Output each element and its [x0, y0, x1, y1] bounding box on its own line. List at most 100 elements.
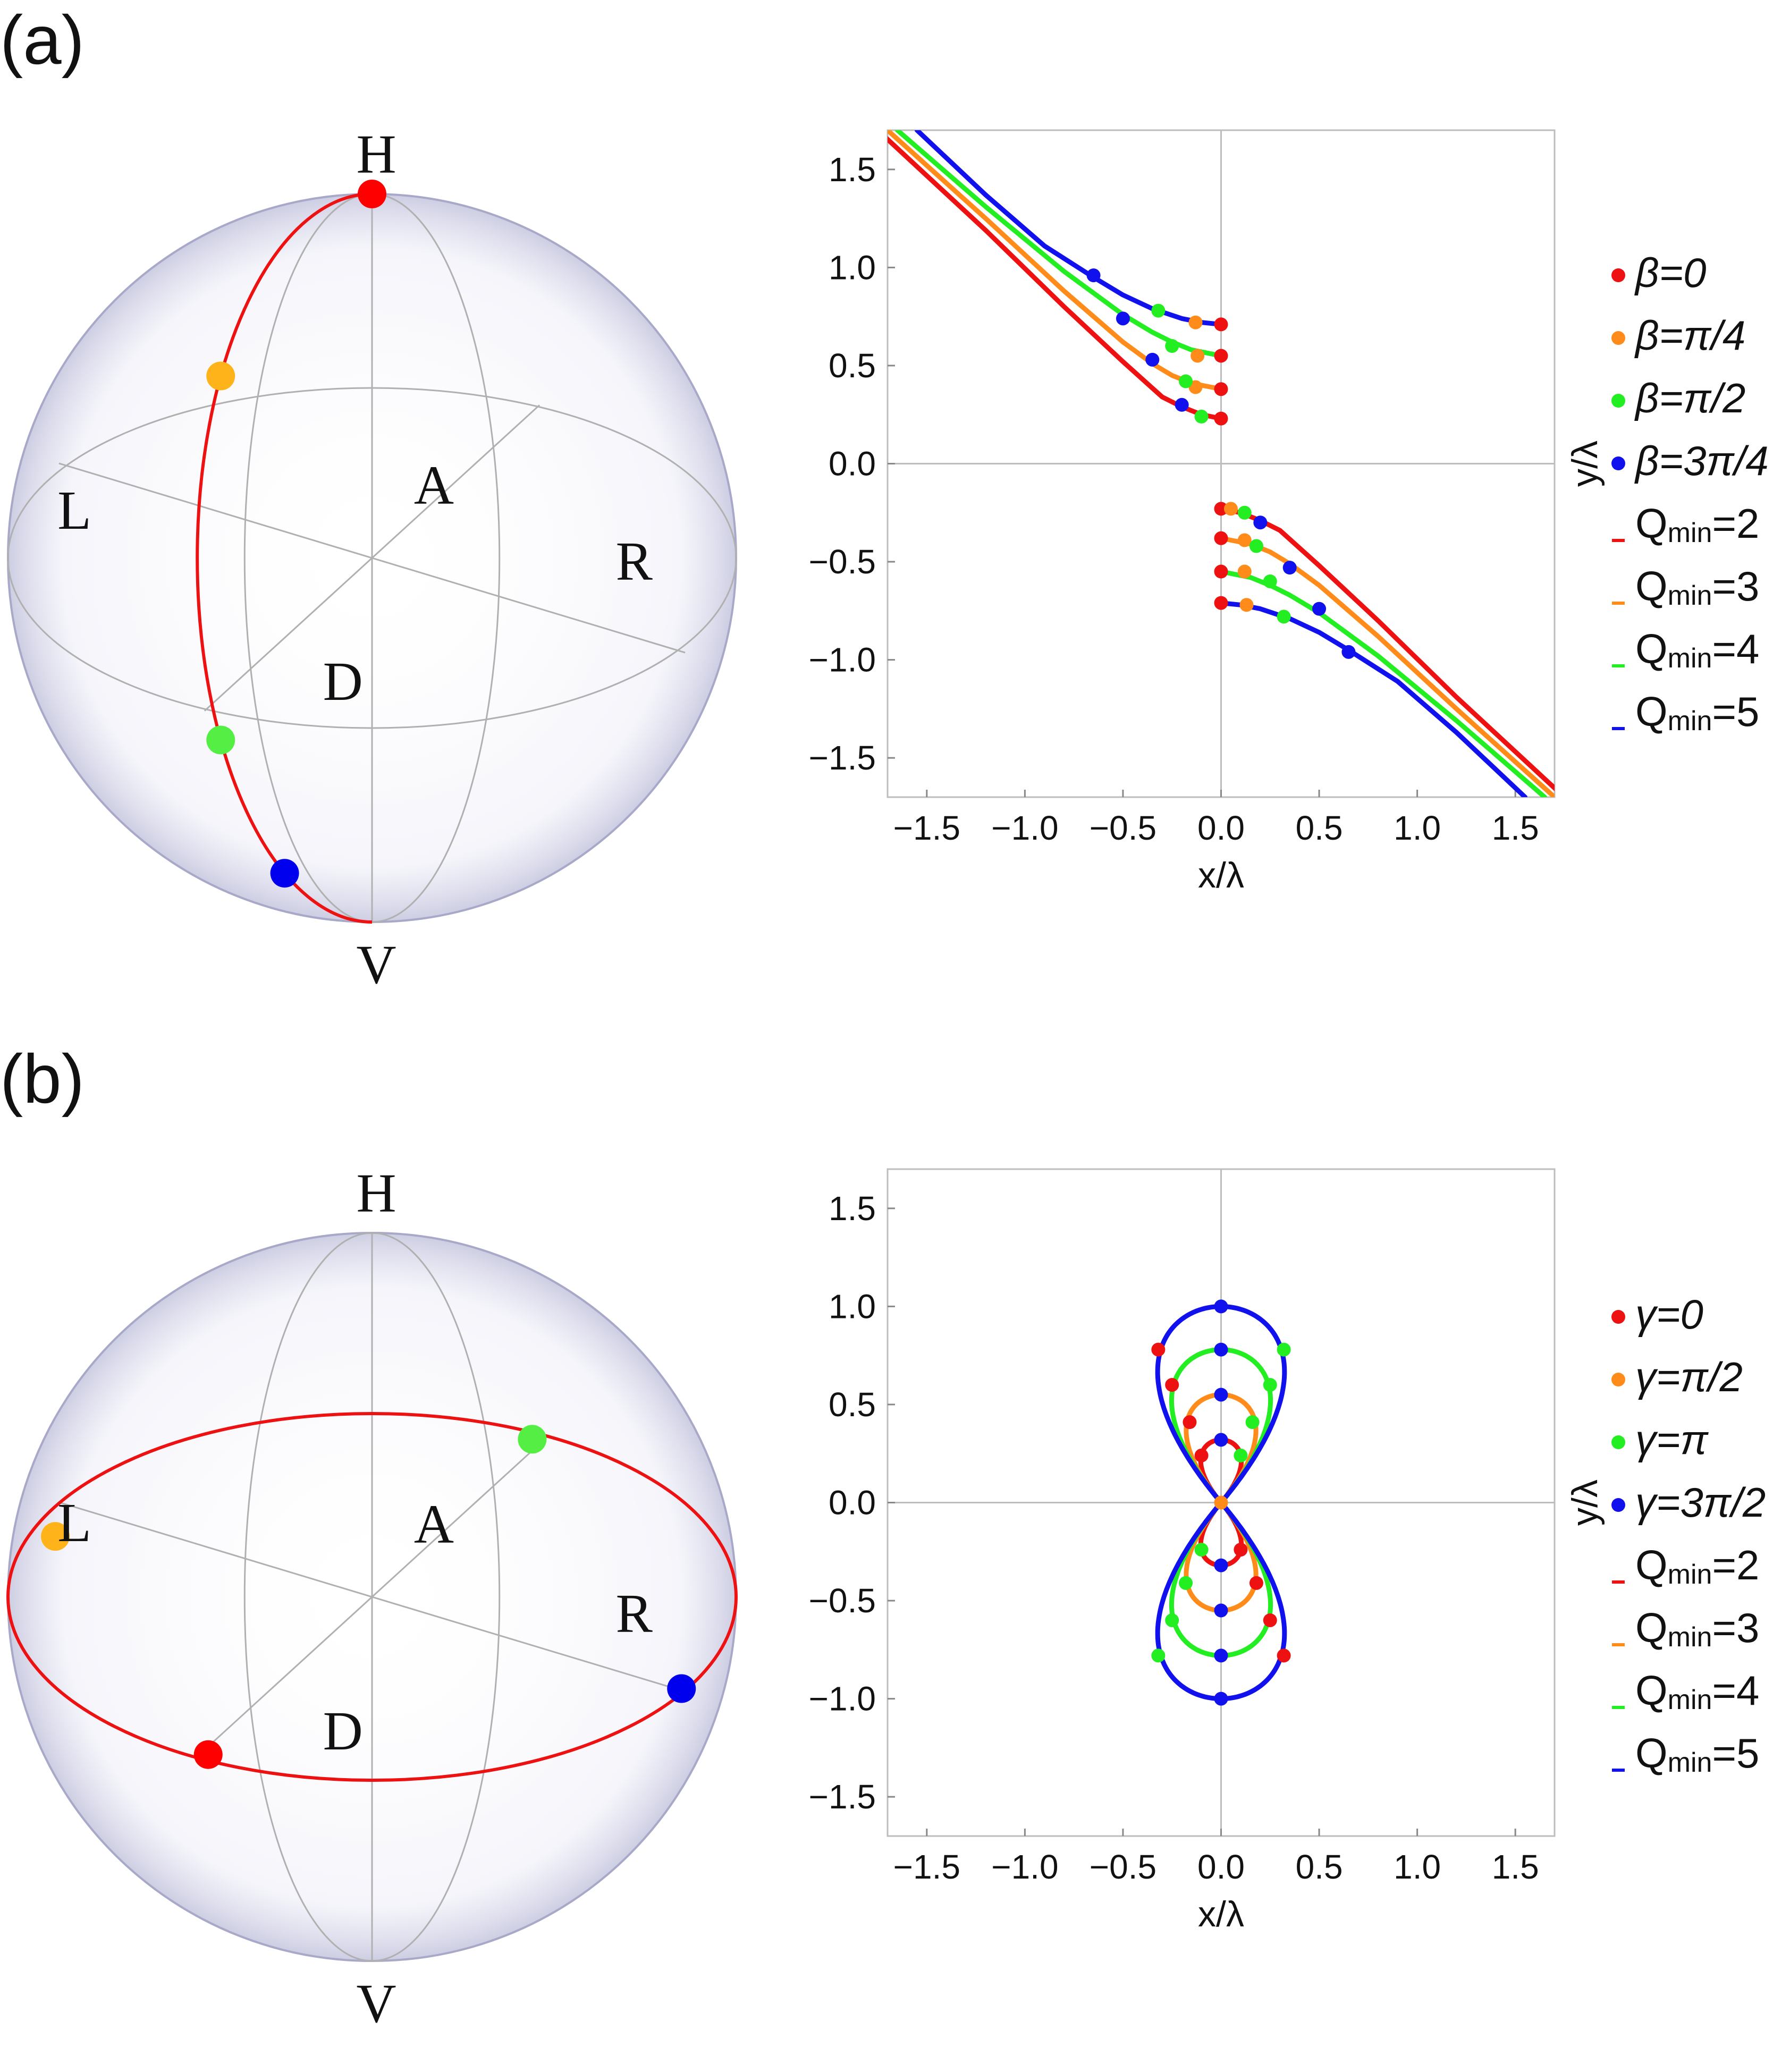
y-tick-label: −0.5	[809, 543, 876, 581]
legend-label: β=0	[1634, 249, 1707, 296]
plot-area	[888, 130, 1555, 797]
state-point	[206, 361, 235, 391]
legend-label: Qmin=2	[1635, 1542, 1759, 1590]
sphere-label-l: L	[57, 480, 91, 541]
data-point	[1277, 1342, 1291, 1357]
legend-label: β=π/2	[1634, 375, 1745, 421]
sphere-axis-ad	[204, 1443, 541, 1750]
data-point	[1179, 1576, 1193, 1590]
data-point	[1214, 1558, 1228, 1572]
legend-item: β=π/4	[1611, 312, 1745, 359]
x-tick-label: 0.5	[1296, 809, 1343, 847]
legend-item: Qmin=4	[1612, 1667, 1759, 1715]
state-point	[667, 1674, 696, 1703]
lobe-curve	[1155, 1304, 1223, 1505]
data-point	[1253, 515, 1268, 530]
bloch-sphere-b: H V L R A D	[6, 1163, 738, 2034]
data-point	[1190, 349, 1205, 363]
data-point	[1277, 1648, 1291, 1663]
data-point	[1263, 1613, 1277, 1627]
plot-b: −1.5 −1.0 −0.5 0.0 0.5 1.0 1.5 1.5 1.0 0.5 0.0 −0.5…	[809, 1168, 1605, 1934]
legend-label: Qmin=2	[1635, 500, 1759, 548]
data-point	[1214, 317, 1228, 332]
data-point	[1249, 539, 1263, 553]
data-point	[1277, 610, 1291, 624]
sphere-label-d: D	[323, 651, 363, 712]
y-tick-label: 0.0	[829, 1484, 876, 1522]
y-axis-label: y/λ	[1565, 441, 1605, 487]
legend-label: γ=π/2	[1635, 1354, 1743, 1400]
data-point	[1214, 382, 1228, 396]
data-point	[1223, 502, 1238, 516]
sphere-axis-ad	[204, 404, 541, 712]
panel-a: (a) H V L R A D −1.5 −1.0 −0.5 0.0 0.5 1.0 1.5 1.5 1.…	[0, 1, 1769, 995]
lobe-curve	[1155, 1500, 1223, 1702]
legend-dot	[1611, 1435, 1625, 1449]
x-tick-label: −0.5	[1090, 1848, 1156, 1886]
x-tick-label: −1.5	[893, 1848, 960, 1886]
sphere-label-h: H	[356, 124, 396, 185]
legend-item: Qmin=4	[1612, 625, 1759, 674]
data-point	[1214, 1495, 1228, 1510]
x-tick-label: 0.5	[1296, 1848, 1343, 1886]
data-point	[1214, 1648, 1228, 1663]
series-line	[888, 130, 1223, 392]
data-point	[1116, 311, 1130, 326]
data-point	[1312, 602, 1327, 616]
data-point	[1249, 1576, 1263, 1590]
data-point	[1151, 1342, 1166, 1357]
legend-b: γ=0 γ=π/2 γ=π γ=3π/2 Qmin=2 Qmin=3 Qmin=4 Qmin=…	[1611, 1291, 1766, 1778]
lobe-curve	[1219, 1304, 1287, 1505]
bloch-sphere-a: H V L R A D	[7, 124, 737, 995]
legend-item: β=π/2	[1611, 375, 1745, 421]
data-point	[1151, 303, 1166, 318]
y-tick-label: 0.0	[829, 445, 876, 483]
data-point	[1145, 352, 1160, 367]
data-point	[1237, 533, 1252, 547]
legend-label: Qmin=4	[1635, 1667, 1759, 1715]
data-point	[1214, 1299, 1228, 1314]
legend-dot	[1611, 331, 1625, 345]
legend-item: γ=π/2	[1611, 1354, 1743, 1400]
state-point	[193, 1740, 223, 1769]
x-tick-label: 0.0	[1197, 1848, 1245, 1886]
data-point	[1214, 349, 1228, 363]
state-path	[6, 1412, 738, 1782]
legend-item: γ=π	[1611, 1416, 1709, 1463]
series-line	[895, 130, 1223, 358]
data-point	[1263, 1378, 1277, 1392]
data-point	[1214, 411, 1228, 426]
state-point	[270, 859, 299, 888]
legend-item: γ=3π/2	[1611, 1479, 1766, 1526]
legend-item: Qmin=2	[1612, 1542, 1759, 1590]
legend-item: Qmin=3	[1612, 1604, 1759, 1653]
legend-label: β=π/4	[1634, 312, 1745, 359]
x-tick-label: 1.5	[1492, 1848, 1539, 1886]
data-point	[1214, 1692, 1228, 1706]
panel-b: (b) H V L R A D −1.5 −1.0 −0.5 0.0 0.5 1.0 1.5 1.5 1.…	[0, 1040, 1766, 2034]
legend-dot	[1611, 394, 1625, 408]
y-tick-label: 1.0	[829, 248, 876, 286]
sphere-label-d: D	[323, 1701, 363, 1762]
data-point	[1245, 1415, 1260, 1430]
legend-label: Qmin=4	[1635, 625, 1759, 674]
sphere-label-r: R	[616, 1583, 653, 1644]
data-point	[1188, 315, 1203, 329]
data-point	[1214, 1603, 1228, 1618]
data-point	[1234, 1543, 1248, 1557]
legend-dot	[1611, 456, 1625, 470]
legend-item: β=3π/4	[1611, 437, 1769, 484]
sphere-label-v: V	[356, 1973, 396, 2034]
data-point	[1263, 574, 1277, 588]
legend-item: γ=0	[1611, 1291, 1703, 1338]
state-point	[206, 725, 235, 755]
sphere-label-h: H	[356, 1163, 396, 1224]
data-point	[1179, 374, 1193, 388]
panel-label-b: (b)	[0, 1040, 85, 1118]
x-tick-label: 1.0	[1394, 1848, 1441, 1886]
y-tick-label: 1.5	[829, 1189, 876, 1228]
legend-label: Qmin=5	[1635, 688, 1759, 737]
x-axis-label: x/λ	[1198, 1894, 1244, 1934]
x-tick-label: −1.0	[991, 1848, 1058, 1886]
data-point	[1086, 268, 1101, 283]
